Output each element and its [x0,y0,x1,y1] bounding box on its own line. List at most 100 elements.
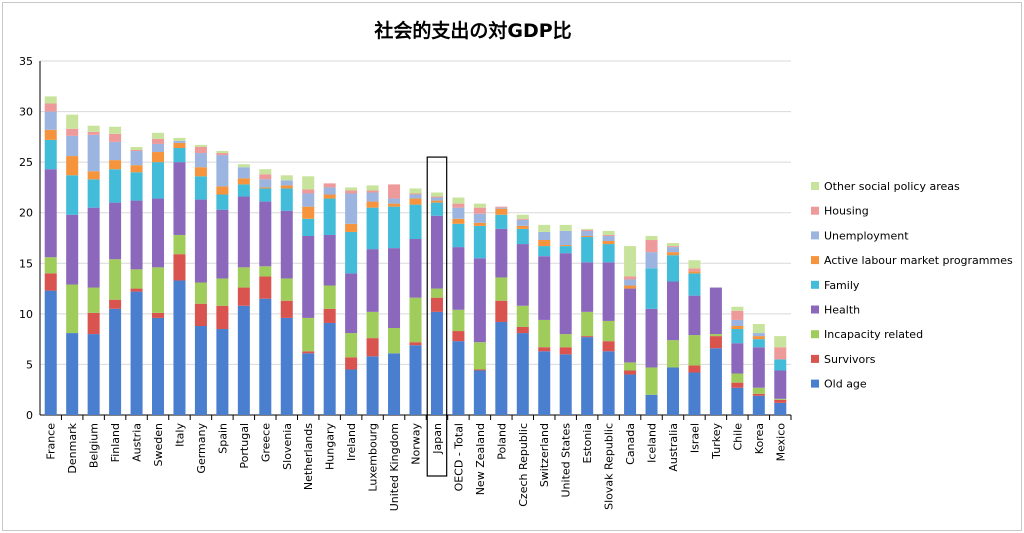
bar-segment [173,234,186,255]
bar-segment [388,328,401,354]
bar-segment [495,228,508,278]
bar-segment [130,291,143,415]
bar-segment [602,244,615,263]
bar-segment [709,348,722,415]
bar-segment [602,341,615,352]
x-tick-label: Poland [495,423,508,460]
bar-segment [409,193,422,195]
bar-segment [666,243,679,247]
bar-segment [259,187,272,189]
bar-segment [538,240,551,247]
bar-segment [473,258,486,343]
bar-segment [130,288,143,292]
bar-segment [731,382,744,388]
bar-segment [774,336,787,348]
bar-segment [559,245,572,247]
bar-segment [44,129,57,140]
bar-segment [624,246,637,277]
bar-segment [645,235,658,241]
bar-segment [216,305,229,330]
bar-segment [731,343,744,374]
bar-segment [559,230,572,246]
bar-segment [645,252,658,269]
x-tick-label: Korea [753,423,766,454]
bar-segment [345,357,358,370]
bar-segment [216,209,229,279]
bar-segment [666,340,679,368]
bar-segment [709,334,722,337]
bar-segment [430,192,443,197]
bar-segment [87,171,100,180]
bar-segment [66,128,79,136]
x-tick-label: Finland [109,423,122,462]
chart-title: 社会的支出の対GDP比 [373,19,571,42]
bar-segment [66,284,79,334]
bar-segment [302,218,315,236]
bar-segment [452,223,465,248]
bar-segment [259,266,272,277]
bar-segment [559,246,572,254]
bar-segment [516,305,529,328]
legend-label: Other social policy areas [824,180,960,193]
bar-segment [152,267,165,313]
bar-segment [216,151,229,154]
bar-segment [495,207,508,209]
x-tick-label: Switzerland [538,423,551,487]
bar-segment [581,337,594,415]
bar-segment [130,269,143,289]
bar-segment [237,267,250,288]
bar-segment [194,176,207,200]
bar-segment [495,208,508,215]
bar-segment [581,236,594,263]
bar-segment [237,305,250,415]
bar-segment [323,194,336,199]
bar-segment [366,192,379,202]
bar-segment [173,140,186,143]
bar-segment [752,333,765,337]
x-tick-label: Turkey [710,423,723,460]
bar-segment [409,194,422,199]
bar-segment [452,309,465,332]
bar-segment [581,235,594,237]
x-tick-label: Spain [216,423,229,454]
legend-swatch [811,280,819,289]
bar-segment [452,197,465,204]
bar-segment [388,206,401,249]
bar-segment [624,374,637,415]
bar-segment [323,285,336,309]
legend-swatch [811,182,819,190]
bar-segment [430,288,443,298]
bar-segment [752,323,765,334]
bar-segment [259,298,272,415]
bar-segment [559,334,572,348]
bar-segment [752,387,765,394]
legend-label: Old age [824,378,867,391]
bar-segment [516,333,529,415]
bar-segment [302,317,315,352]
bar-segment [731,319,744,326]
bar-segment [280,185,293,189]
bar-segment [323,198,336,235]
bar-segment [688,273,701,296]
bar-segment [581,336,594,338]
bar-segment [645,394,658,415]
y-tick-label: 10 [19,308,33,321]
bar-segment [366,207,379,250]
bar-segment [452,218,465,224]
bar-segment [666,247,679,253]
x-tick-label: New Zealand [474,423,487,495]
bar-segment [173,254,186,281]
bar-segment [731,310,744,320]
bar-segment [44,111,57,130]
bar-segment [774,398,787,400]
legend: Other social policy areas Housing Unemploy… [811,180,1013,391]
highlight-box [426,156,448,477]
bar-segment [430,215,443,289]
bar-segment [66,333,79,415]
bar-segment [452,207,465,219]
bar-segment [602,351,615,415]
bar-segment [280,210,293,279]
bar-segment [194,199,207,283]
bar-segment [216,153,229,156]
bar-segment [602,235,615,242]
